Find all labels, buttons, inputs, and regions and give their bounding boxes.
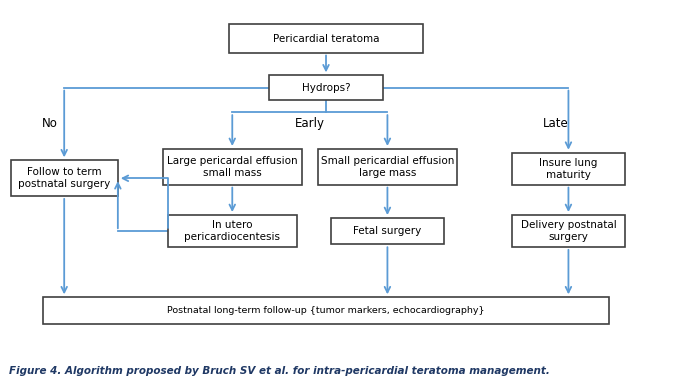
- Text: Delivery postnatal
surgery: Delivery postnatal surgery: [520, 220, 616, 242]
- Text: Small pericardial effusion
large mass: Small pericardial effusion large mass: [321, 156, 454, 178]
- FancyBboxPatch shape: [167, 215, 297, 247]
- FancyBboxPatch shape: [11, 160, 117, 196]
- FancyBboxPatch shape: [318, 149, 457, 185]
- FancyBboxPatch shape: [331, 218, 444, 244]
- Text: Pericardial teratoma: Pericardial teratoma: [273, 34, 379, 44]
- Text: Fetal surgery: Fetal surgery: [353, 226, 422, 236]
- Text: Follow to term
postnatal surgery: Follow to term postnatal surgery: [18, 167, 110, 189]
- Text: Figure 4. Algorithm proposed by Bruch SV et al. for intra-pericardial teratoma m: Figure 4. Algorithm proposed by Bruch SV…: [9, 367, 550, 376]
- Text: No: No: [41, 117, 57, 130]
- FancyBboxPatch shape: [512, 153, 625, 185]
- Text: Hydrops?: Hydrops?: [302, 83, 350, 93]
- Text: Postnatal long-term follow-up {tumor markers, echocardiography}: Postnatal long-term follow-up {tumor mar…: [167, 306, 485, 315]
- FancyBboxPatch shape: [229, 25, 423, 53]
- Text: In utero
pericardiocentesis: In utero pericardiocentesis: [184, 220, 280, 242]
- FancyBboxPatch shape: [163, 149, 302, 185]
- FancyBboxPatch shape: [269, 75, 383, 100]
- Text: Early: Early: [295, 117, 325, 130]
- Text: Large pericardal effusion
small mass: Large pericardal effusion small mass: [167, 156, 298, 178]
- FancyBboxPatch shape: [43, 297, 609, 324]
- Text: Late: Late: [543, 117, 568, 130]
- FancyBboxPatch shape: [512, 215, 625, 247]
- Text: Insure lung
maturity: Insure lung maturity: [539, 158, 597, 180]
